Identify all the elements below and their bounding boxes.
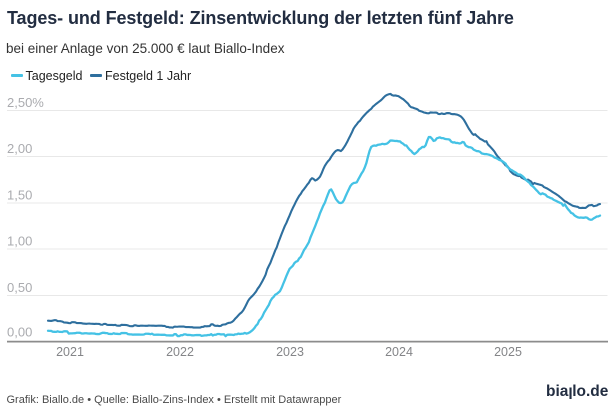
svg-text:0,00: 0,00 [7, 325, 32, 340]
svg-text:2,00: 2,00 [7, 141, 32, 156]
svg-text:2022: 2022 [166, 345, 194, 359]
svg-text:2025: 2025 [494, 345, 522, 359]
svg-text:1,00: 1,00 [7, 234, 32, 249]
svg-text:2023: 2023 [276, 345, 304, 359]
svg-text:2,50%: 2,50% [7, 95, 44, 110]
svg-text:2024: 2024 [385, 345, 413, 359]
svg-text:0,50: 0,50 [7, 280, 32, 295]
svg-text:2021: 2021 [56, 345, 84, 359]
svg-text:1,50: 1,50 [7, 188, 32, 203]
